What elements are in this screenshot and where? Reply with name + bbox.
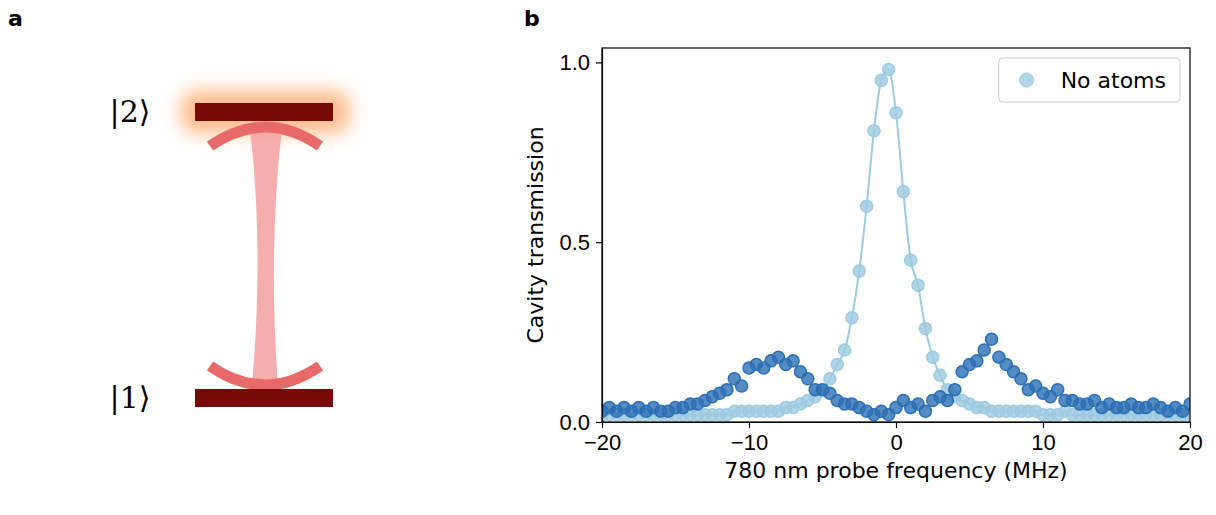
mirror-top	[210, 127, 320, 146]
x-tick: 10	[1031, 422, 1055, 455]
plot-marks	[602, 64, 1190, 421]
data-point	[868, 125, 880, 137]
y-tick: 0.0	[559, 410, 602, 435]
panel-letter: b	[524, 6, 540, 31]
data-point	[919, 323, 931, 335]
data-point	[919, 405, 931, 417]
data-point	[897, 186, 909, 198]
data-point	[986, 333, 998, 345]
diagram: a |2⟩ |1⟩	[8, 6, 350, 415]
tick-mark	[596, 422, 602, 423]
x-axis-title: 780 nm probe frequency (MHz)	[724, 458, 1067, 483]
data-point	[1052, 384, 1064, 396]
plot-frame	[602, 48, 1190, 422]
chart: b−20−10010200.00.51.0780 nm probe freque…	[523, 6, 1202, 483]
tick-label: 0.0	[559, 410, 590, 435]
x-tick: 0	[890, 422, 902, 455]
tick-label: −10	[731, 430, 768, 455]
data-point	[883, 64, 895, 76]
energy-level	[195, 389, 333, 407]
tick-label: 0	[890, 430, 902, 455]
tick-mark	[896, 422, 897, 428]
data-point	[861, 200, 873, 212]
data-point	[721, 384, 733, 396]
series-line	[602, 70, 1190, 415]
tick-label: 20	[1178, 430, 1202, 455]
y-axis-title: Cavity transmission	[523, 126, 548, 343]
data-point	[905, 254, 917, 266]
legend-marker	[1020, 73, 1034, 87]
figure: a|2⟩|1⟩b−20−10010200.00.51.0780 nm probe…	[0, 0, 1216, 515]
data-point	[949, 384, 961, 396]
series	[602, 64, 1190, 421]
tick-label: 1.0	[559, 50, 590, 75]
data-point	[912, 279, 924, 291]
x-tick: −10	[731, 422, 768, 455]
data-point	[927, 351, 939, 363]
y-tick: 0.5	[559, 230, 602, 255]
energy-level	[195, 103, 333, 121]
legend: No atoms	[999, 58, 1180, 102]
data-point	[802, 373, 814, 385]
data-point	[978, 344, 990, 356]
data-point	[787, 355, 799, 367]
x-tick: 20	[1178, 422, 1202, 455]
data-point	[941, 394, 953, 406]
level-label: |2⟩	[110, 94, 151, 129]
x-axis: −20−1001020	[584, 422, 1203, 455]
data-point	[890, 107, 902, 119]
tick-label: 0.5	[559, 230, 590, 255]
data-point	[831, 358, 843, 370]
series	[602, 333, 1190, 421]
mirror-bottom	[210, 366, 320, 385]
legend-box	[999, 58, 1180, 102]
data-point	[934, 369, 946, 381]
data-point	[875, 74, 887, 86]
data-point	[736, 380, 748, 392]
data-point	[846, 312, 858, 324]
data-point	[853, 265, 865, 277]
y-axis: 0.0 0.5 1.0	[559, 49, 602, 435]
panel-letter: a	[8, 6, 23, 31]
tick-mark	[1190, 422, 1191, 428]
tick-mark	[596, 62, 602, 63]
y-tick: 1.0	[559, 50, 602, 75]
tick-label: 10	[1031, 430, 1055, 455]
data-point	[971, 355, 983, 367]
legend-label: No atoms	[1061, 68, 1166, 93]
cavity-beam	[250, 128, 282, 385]
data-point	[824, 373, 836, 385]
tick-mark	[749, 422, 750, 428]
tick-mark	[596, 242, 602, 243]
tick-mark	[602, 422, 603, 428]
data-point	[839, 344, 851, 356]
tick-mark	[1043, 422, 1044, 428]
level-label: |1⟩	[110, 380, 151, 415]
data-point	[1184, 398, 1190, 410]
data-point	[1015, 373, 1027, 385]
